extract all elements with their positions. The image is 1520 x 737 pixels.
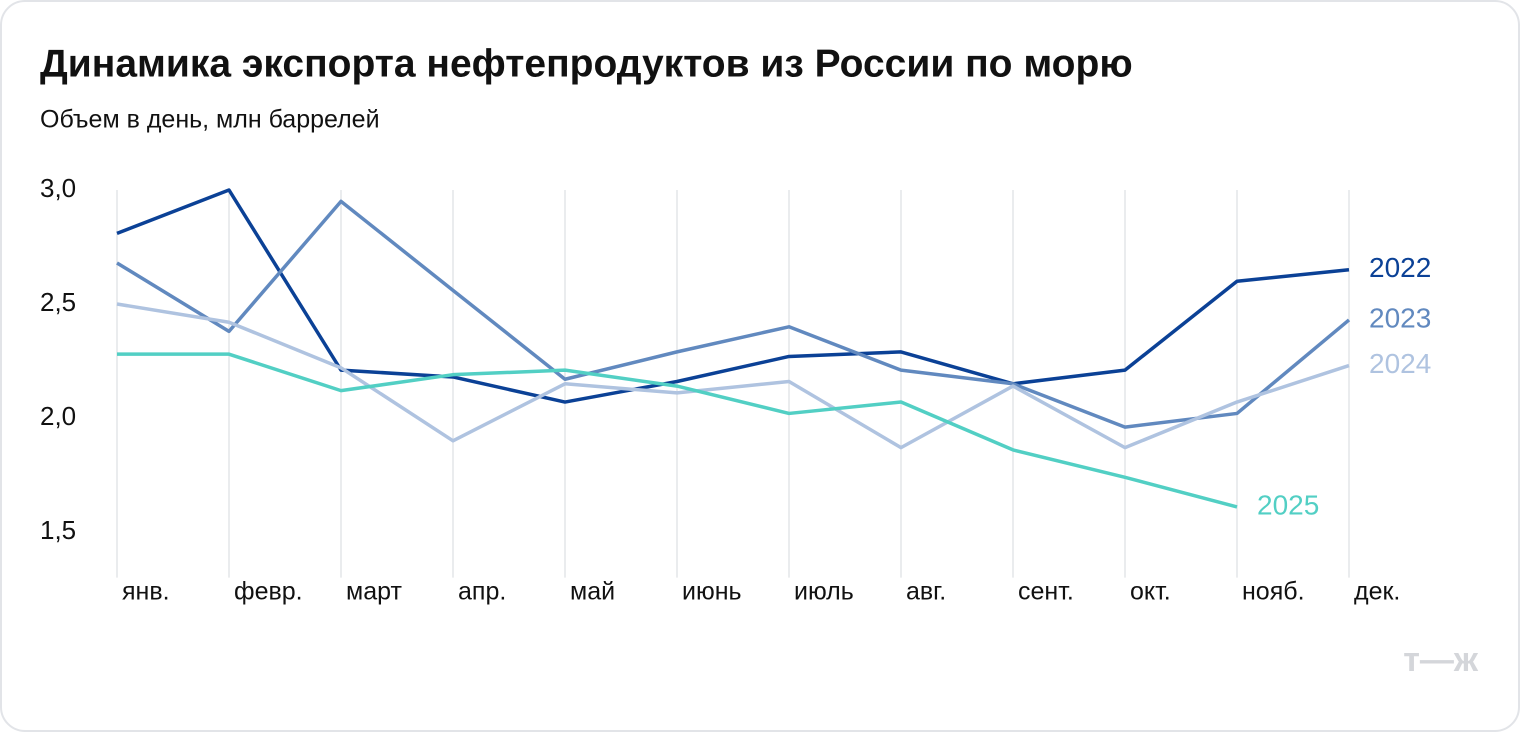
x-tick-label: июль <box>794 578 854 606</box>
x-tick-label: апр. <box>458 578 506 606</box>
series-line <box>116 188 1350 404</box>
x-tick-label: янв. <box>122 578 170 606</box>
x-tick-label: июнь <box>682 578 742 606</box>
series-line <box>116 199 1351 429</box>
y-tick-label: 2,5 <box>40 287 76 317</box>
series-label: 2023 <box>1369 302 1431 333</box>
logo: т—ж <box>1403 641 1479 679</box>
x-tick-label: дек. <box>1354 578 1400 606</box>
series-line <box>117 352 1238 509</box>
x-tick-label: март <box>346 578 402 606</box>
x-tick-label: май <box>570 578 615 606</box>
x-tick-label: окт. <box>1130 578 1171 606</box>
series-label: 2024 <box>1369 348 1431 379</box>
x-tick-label: нояб. <box>1242 578 1305 606</box>
series-label: 2022 <box>1369 252 1431 283</box>
x-tick-label: сент. <box>1018 578 1074 606</box>
series-line <box>116 302 1350 450</box>
series-label: 2025 <box>1257 489 1319 520</box>
x-tick-label: авг. <box>906 578 946 606</box>
y-tick-label: 2,0 <box>40 401 76 431</box>
chart-title: Динамика экспорта нефтепродуктов из Росс… <box>40 42 1133 85</box>
y-tick-label: 3,0 <box>40 173 76 203</box>
chart-subtitle: Объем в день, млн баррелей <box>40 106 380 134</box>
y-tick-label: 1,5 <box>40 515 76 545</box>
x-tick-label: февр. <box>234 578 303 606</box>
